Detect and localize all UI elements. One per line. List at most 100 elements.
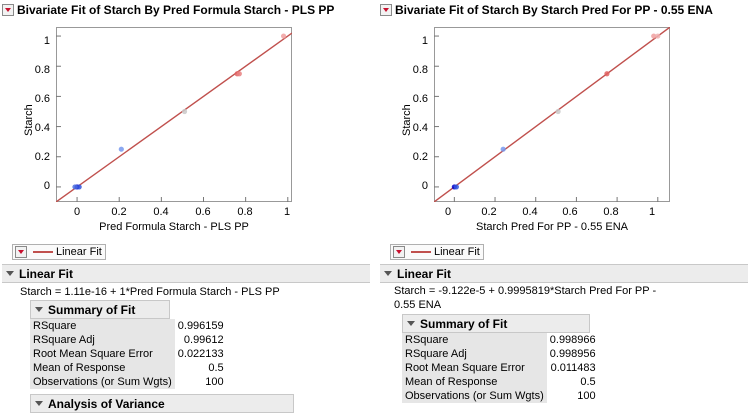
y-tick-label: 1 bbox=[421, 35, 428, 47]
scatter-plot-left[interactable] bbox=[56, 27, 292, 202]
x-axis-label: Starch Pred For PP - 0.55 ENA bbox=[475, 221, 629, 233]
table-row: Mean of Response 0.5 bbox=[402, 375, 599, 389]
data-point bbox=[72, 184, 78, 190]
y-tick-label: 0.6 bbox=[412, 93, 428, 105]
legend-label: Linear Fit bbox=[56, 246, 102, 258]
data-point bbox=[118, 146, 124, 152]
disclosure-triangle-icon[interactable] bbox=[6, 271, 14, 276]
section-title: Linear Fit bbox=[19, 266, 74, 281]
row-value: 100 bbox=[577, 390, 596, 402]
row-value: 100 bbox=[205, 376, 224, 388]
x-tick-label: 0.4 bbox=[522, 206, 538, 218]
table-row: Root Mean Square Error 0.022133 bbox=[30, 347, 227, 361]
x-tick-label: 1 bbox=[283, 206, 291, 218]
section-title: Linear Fit bbox=[397, 266, 452, 281]
row-label: Root Mean Square Error bbox=[402, 361, 547, 375]
linear-fit-line bbox=[56, 32, 292, 202]
summary-of-fit-header[interactable]: Summary of Fit bbox=[402, 314, 590, 333]
disclosure-triangle-icon[interactable] bbox=[407, 321, 415, 326]
row-value: 0.99612 bbox=[183, 334, 224, 346]
y-tick-label: 0.6 bbox=[34, 93, 50, 105]
fit-equation: Starch = 1.11e-16 + 1*Pred Formula Starc… bbox=[20, 286, 280, 298]
report-title: Bivariate Fit of Starch By Pred Formula … bbox=[17, 3, 335, 17]
summary-title: Summary of Fit bbox=[48, 302, 136, 317]
y-tick-label: 0.2 bbox=[412, 151, 428, 163]
y-tick-label: 0.8 bbox=[412, 64, 428, 76]
row-label: Root Mean Square Error bbox=[30, 347, 175, 361]
fit-equation: Starch = -9.122e-5 + 0.9995819*Starch Pr… bbox=[394, 285, 657, 297]
disclosure-triangle-icon[interactable] bbox=[35, 307, 43, 312]
x-tick-label: 0.6 bbox=[195, 206, 211, 218]
row-label: Mean of Response bbox=[402, 375, 547, 389]
y-tick-label: 1 bbox=[43, 35, 50, 47]
data-point bbox=[280, 33, 287, 39]
row-label: Mean of Response bbox=[30, 361, 175, 375]
x-tick-label: 0 bbox=[444, 206, 452, 218]
red-triangle-menu-icon[interactable] bbox=[380, 4, 392, 16]
y-tick-label: 0 bbox=[43, 180, 50, 192]
right-report-header: Bivariate Fit of Starch By Starch Pred F… bbox=[380, 2, 713, 18]
y-tick-label: 0.2 bbox=[34, 151, 50, 163]
row-value: 0.5 bbox=[580, 376, 596, 388]
table-row: Root Mean Square Error 0.011483 bbox=[402, 361, 599, 375]
y-tick-label: 0 bbox=[421, 180, 428, 192]
data-point bbox=[655, 33, 661, 39]
row-label: RSquare bbox=[402, 333, 547, 347]
data-point bbox=[555, 108, 561, 115]
table-row: RSquare Adj 0.99612 bbox=[30, 333, 227, 347]
x-tick-label: 0.8 bbox=[603, 206, 619, 218]
row-value: 0.5 bbox=[208, 362, 224, 374]
fit-line-swatch-icon bbox=[411, 251, 431, 253]
row-value: 0.996159 bbox=[177, 320, 224, 332]
x-axis-label: Pred Formula Starch - PLS PP bbox=[99, 221, 249, 233]
table-row: RSquare Adj 0.998956 bbox=[402, 347, 599, 361]
row-label: Observations (or Sum Wgts) bbox=[402, 389, 547, 403]
table-row: Mean of Response 0.5 bbox=[30, 361, 227, 375]
linear-fit-section-header[interactable]: Linear Fit bbox=[380, 264, 748, 283]
x-tick-label: 0.4 bbox=[153, 206, 169, 218]
red-triangle-menu-icon[interactable] bbox=[15, 246, 27, 258]
summary-of-fit-table: RSquare 0.996159 RSquare Adj 0.99612 Root … bbox=[30, 319, 227, 389]
right-report: Bivariate Fit of Starch By Starch Pred F… bbox=[378, 0, 750, 404]
y-tick-label: 0.4 bbox=[34, 122, 50, 134]
x-tick-label: 0.8 bbox=[237, 206, 253, 218]
table-row: Observations (or Sum Wgts) 100 bbox=[30, 375, 227, 389]
summary-of-fit-header[interactable]: Summary of Fit bbox=[30, 300, 170, 319]
table-row: RSquare 0.998966 bbox=[402, 333, 599, 347]
left-report: Bivariate Fit of Starch By Pred Formula … bbox=[0, 0, 372, 413]
row-value: 0.022133 bbox=[177, 348, 224, 360]
x-tick-label: 0 bbox=[73, 206, 81, 218]
x-tick-label: 0.2 bbox=[481, 206, 497, 218]
red-triangle-menu-icon[interactable] bbox=[2, 4, 14, 16]
linear-fit-legend[interactable]: Linear Fit bbox=[12, 244, 106, 260]
linear-fit-legend[interactable]: Linear Fit bbox=[390, 244, 484, 260]
data-point bbox=[181, 108, 188, 115]
legend-label: Linear Fit bbox=[434, 246, 480, 258]
x-tick-label: 0.2 bbox=[111, 206, 127, 218]
data-point bbox=[453, 184, 459, 190]
table-row: RSquare 0.996159 bbox=[30, 319, 227, 333]
row-value: 0.998966 bbox=[549, 334, 596, 346]
linear-fit-section-header[interactable]: Linear Fit bbox=[2, 264, 370, 283]
table-row: Observations (or Sum Wgts) 100 bbox=[402, 389, 599, 403]
x-tick-label: 1 bbox=[648, 206, 656, 218]
left-report-header: Bivariate Fit of Starch By Pred Formula … bbox=[2, 2, 334, 18]
fit-equation-continued: 0.55 ENA bbox=[394, 299, 442, 311]
summary-of-fit-table: RSquare 0.998966 RSquare Adj 0.998956 Root… bbox=[402, 333, 599, 403]
data-point bbox=[604, 71, 610, 77]
fit-line-swatch-icon bbox=[33, 251, 53, 253]
report-title: Bivariate Fit of Starch By Starch Pred F… bbox=[395, 3, 713, 17]
row-label: RSquare Adj bbox=[402, 347, 547, 361]
red-triangle-menu-icon[interactable] bbox=[393, 246, 405, 258]
y-tick-label: 0.8 bbox=[34, 64, 50, 76]
disclosure-triangle-icon[interactable] bbox=[384, 271, 392, 276]
row-value: 0.011483 bbox=[550, 362, 596, 374]
scatter-plot-right[interactable] bbox=[434, 27, 670, 202]
data-point bbox=[500, 146, 506, 152]
row-label: RSquare bbox=[30, 319, 175, 333]
summary-title: Summary of Fit bbox=[420, 316, 508, 331]
row-value: 0.998956 bbox=[549, 348, 596, 360]
row-label: Observations (or Sum Wgts) bbox=[30, 375, 175, 389]
data-point bbox=[76, 184, 82, 190]
row-label: RSquare Adj bbox=[30, 333, 175, 347]
